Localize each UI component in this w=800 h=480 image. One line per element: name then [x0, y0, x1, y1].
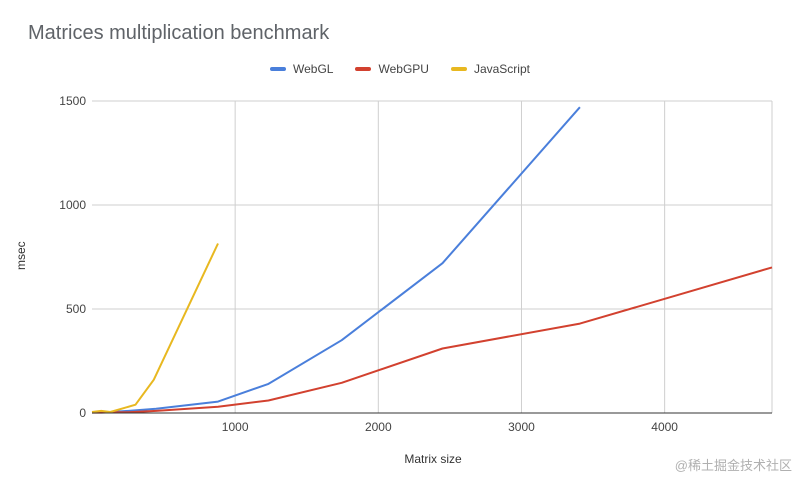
y-tick-label: 0	[79, 406, 86, 420]
watermark: @稀土掘金技术社区	[674, 458, 792, 473]
legend-swatch-webgl	[270, 67, 287, 71]
legend-item-webgpu: WebGPU	[355, 62, 429, 76]
series-line-webgpu	[92, 266, 773, 414]
legend-swatch-javascript	[450, 67, 467, 71]
legend-item-javascript: JavaScript	[450, 62, 530, 76]
x-axis-label: Matrix size	[404, 452, 462, 466]
x-tick-label: 3000	[508, 420, 535, 434]
legend: WebGL WebGPU JavaScript	[0, 62, 800, 76]
legend-item-webgl: WebGL	[270, 62, 333, 76]
series-line-webgl	[92, 106, 581, 413]
legend-label-webgpu: WebGPU	[378, 62, 429, 76]
legend-swatch-webgpu	[355, 67, 372, 71]
x-tick-label: 2000	[365, 420, 392, 434]
y-tick-label: 500	[66, 302, 86, 316]
y-tick-label: 1000	[59, 198, 86, 212]
x-tick-label: 1000	[222, 420, 249, 434]
legend-label-webgl: WebGL	[293, 62, 334, 76]
chart-title: Matrices multiplication benchmark	[28, 22, 330, 44]
y-tick-label: 1500	[59, 94, 86, 108]
legend-label-javascript: JavaScript	[473, 62, 530, 76]
series-line-javascript	[91, 243, 219, 413]
x-tick-label: 4000	[651, 420, 678, 434]
